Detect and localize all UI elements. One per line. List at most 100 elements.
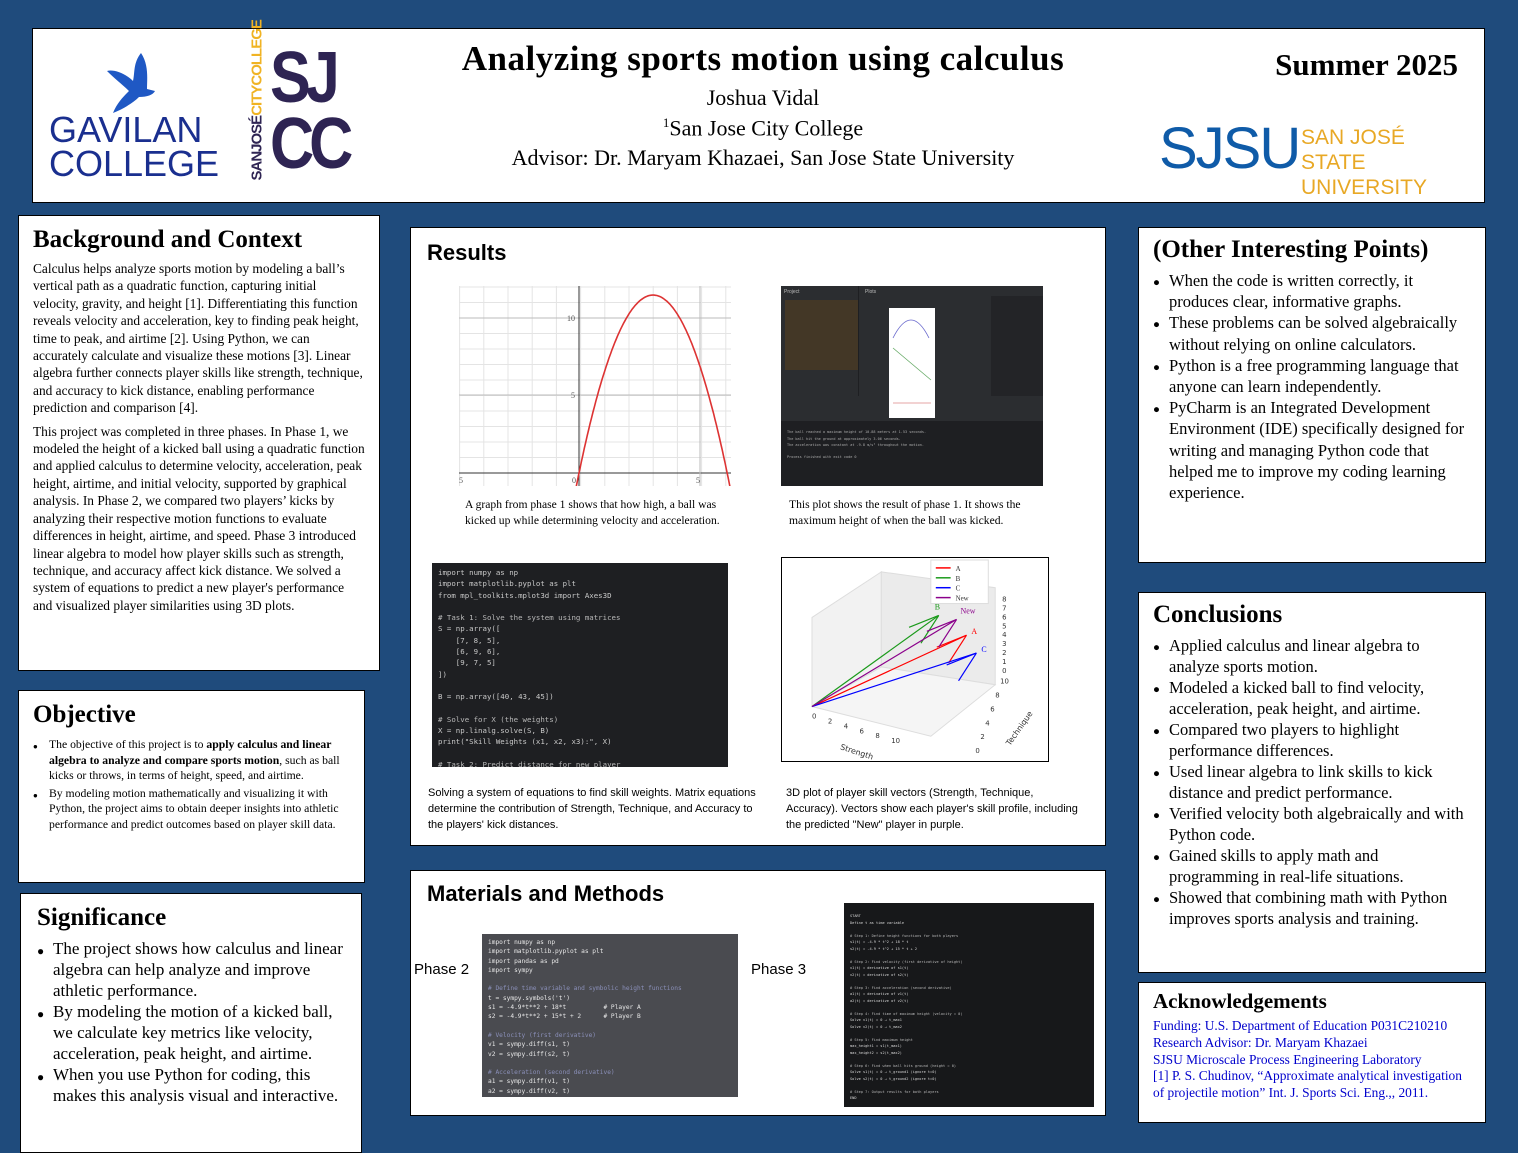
phase3-label: Phase 3: [751, 961, 807, 978]
list-item: The project shows how calculus and linea…: [37, 938, 345, 1001]
code-line: # Solve for X (the weights): [438, 714, 559, 724]
console-line: The ball reached a maximum height of 10.…: [787, 430, 927, 434]
code-line: B = np.array([40, 43, 45]): [438, 692, 554, 702]
affiliation-superscript: 1: [662, 115, 670, 130]
code-line: # Step 1: Define height functions for bo…: [850, 933, 959, 938]
x-tick: 8: [875, 732, 879, 740]
advisor: Advisor: Dr. Maryam Khazaei, San Jose St…: [511, 145, 1015, 171]
code-line: [488, 1059, 732, 1068]
significance-section: Significance The project shows how calcu…: [20, 893, 362, 1153]
list-item: Gained skills to apply math and programm…: [1153, 845, 1471, 887]
z-tick: 8: [1002, 596, 1006, 604]
x-tick: 4: [844, 722, 849, 730]
code-line: import pandas as pd: [488, 957, 559, 965]
code-line: X = np.linalg.solve(S, B): [438, 726, 550, 736]
code-line: Solve s1(t) = 0 → t_ground1 (ignore t=0): [850, 1070, 937, 1074]
list-item: When you use Python for coding, this mak…: [37, 1064, 345, 1106]
code-line: v2(t) = derivative of s2(t): [850, 972, 909, 977]
code-line: S = np.array([: [438, 624, 501, 634]
code-line: [438, 601, 722, 612]
arrowhead: [946, 652, 977, 666]
project-tab[interactable]: Project: [784, 289, 800, 295]
y-tick: 10: [1000, 678, 1009, 686]
sjsu-logo: SJSU SAN JOSÉ STATE UNIVERSITY: [1159, 116, 1469, 200]
code-line: a1(t) = derivative of v1(t): [850, 992, 909, 996]
code-line: # Step 5: Find maximum height: [850, 1037, 913, 1042]
methods-section: Materials and Methods Phase 2 import num…: [410, 870, 1106, 1116]
results-section: Results 10 5 5 0 5 A graph from phase 1 …: [410, 227, 1106, 846]
x-tick: 10: [891, 737, 900, 745]
code-line: [488, 1022, 732, 1031]
gavilan-college-logo: GAVILAN COLLEGE: [49, 51, 219, 186]
vector-B: [811, 614, 940, 708]
affiliation: San Jose City College: [669, 115, 864, 141]
plots-tab[interactable]: Plots: [865, 289, 877, 295]
list-item: Used linear algebra to link skills to ki…: [1153, 761, 1471, 803]
console-line: The ball hit the ground at approximately…: [787, 436, 901, 441]
y-tick: 4: [985, 719, 990, 727]
arrowhead: [926, 618, 957, 632]
code-line: [6, 9, 6],: [438, 647, 501, 657]
y-tick: 6: [990, 705, 994, 713]
objective-section: Objective The objective of this project …: [18, 690, 365, 883]
code-line: import matplotlib.pyplot as plt: [438, 579, 576, 589]
y-tick: 0: [975, 747, 979, 755]
list-item: These problems can be solved algebraical…: [1153, 312, 1471, 354]
gavilan-logo-line2: COLLEGE: [49, 143, 220, 184]
console-line: The acceleration was constant at -9.8 m/…: [787, 443, 924, 447]
author: Joshua Vidal: [706, 85, 820, 110]
y-tick: 8: [995, 692, 999, 700]
vector-label: New: [961, 606, 976, 615]
code-line: import matplotlib.pyplot as plt: [488, 948, 604, 956]
paragraph: Calculus helps analyze sports motion by …: [33, 261, 363, 416]
code-line: [438, 703, 722, 714]
background-section: Background and Context Calculus helps an…: [18, 215, 380, 671]
x-tick: 6: [860, 727, 864, 735]
code-line: v1 = sympy.diff(s1, t): [488, 1041, 570, 1049]
list-item: PyCharm is an Integrated Development Env…: [1153, 397, 1471, 503]
poster-title: Analyzing sports motion using calculus: [461, 39, 1065, 78]
reference[interactable]: [1] P. S. Chudinov, “Approximate analyti…: [1153, 1068, 1462, 1101]
code-line: # Acceleration (second derivative): [488, 1069, 615, 1077]
list-item: Compared two players to highlight perfor…: [1153, 719, 1471, 761]
z-tick: 5: [1002, 622, 1006, 630]
ack-line: SJSU Microscale Process Engineering Labo…: [1153, 1051, 1422, 1067]
code-line: v1(t) = derivative of s1(t): [850, 966, 909, 970]
z-tick: 3: [1002, 640, 1006, 648]
code-line: s1 = -4.9*t**2 + 18*t # Player A: [488, 1004, 641, 1012]
section-title: (Other Interesting Points): [1153, 236, 1429, 263]
vector-label: B: [935, 602, 940, 611]
sjsu-logo-line1: SAN JOSÉ STATE: [1301, 126, 1405, 174]
code-line: v2 = sympy.diff(s2, t): [488, 1050, 570, 1058]
console-line: Process finished with exit code 0: [787, 454, 857, 459]
code-line: import numpy as np: [488, 939, 556, 946]
other-points-section: (Other Interesting Points) When the code…: [1138, 227, 1486, 563]
phase3-pseudocode-screenshot: START Define t as time variable # Step 1:…: [844, 903, 1094, 1107]
sjcc-logo: SANJOSÉCITYCOLLEGE SJ CC: [248, 20, 354, 186]
sjcc-logo-side: SANJOSÉ: [248, 115, 266, 181]
code-line: # Task 1: Solve the system using matrice…: [438, 613, 621, 623]
section-title: Acknowledgements: [1153, 989, 1327, 1013]
plot3d-caption: 3D plot of player skill vectors (Strengt…: [786, 787, 1078, 831]
x-tick: 5: [459, 476, 463, 485]
graph2-caption: This plot shows the result of phase 1. I…: [789, 498, 1021, 527]
section-title: Results: [427, 240, 507, 265]
code-line: [9, 7, 5]: [438, 658, 496, 668]
code-line: Solve v2(t) = 0 → t_max2: [850, 1024, 902, 1029]
code-line: Define t as time variable: [850, 920, 905, 925]
legend-entry: B: [956, 576, 961, 583]
code-line: [7, 8, 5],: [438, 635, 501, 645]
sjcc-logo-side2: CITYCOLLEGE: [248, 20, 266, 116]
code-line: Solve v1(t) = 0 → t_max1: [850, 1018, 902, 1022]
code-line: from mpl_toolkits.mplot3d import Axes3D: [438, 590, 612, 600]
list-item: Showed that combining math with Python i…: [1153, 887, 1471, 929]
graph1-caption: A graph from phase 1 shows that how high…: [465, 498, 720, 527]
code-line: max_height2 = s2(t_max2): [850, 1050, 902, 1055]
sjsu-logo-mark: SJSU: [1159, 116, 1301, 181]
z-tick: 7: [1002, 604, 1006, 612]
conclusions-section: Conclusions Applied calculus and linear …: [1138, 592, 1486, 973]
section-title: Conclusions: [1153, 601, 1283, 628]
gavilan-logo-line1: GAVILAN: [49, 109, 203, 150]
y-tick: 5: [571, 391, 575, 400]
code1-caption: Solving a system of equations to find sk…: [428, 787, 756, 831]
